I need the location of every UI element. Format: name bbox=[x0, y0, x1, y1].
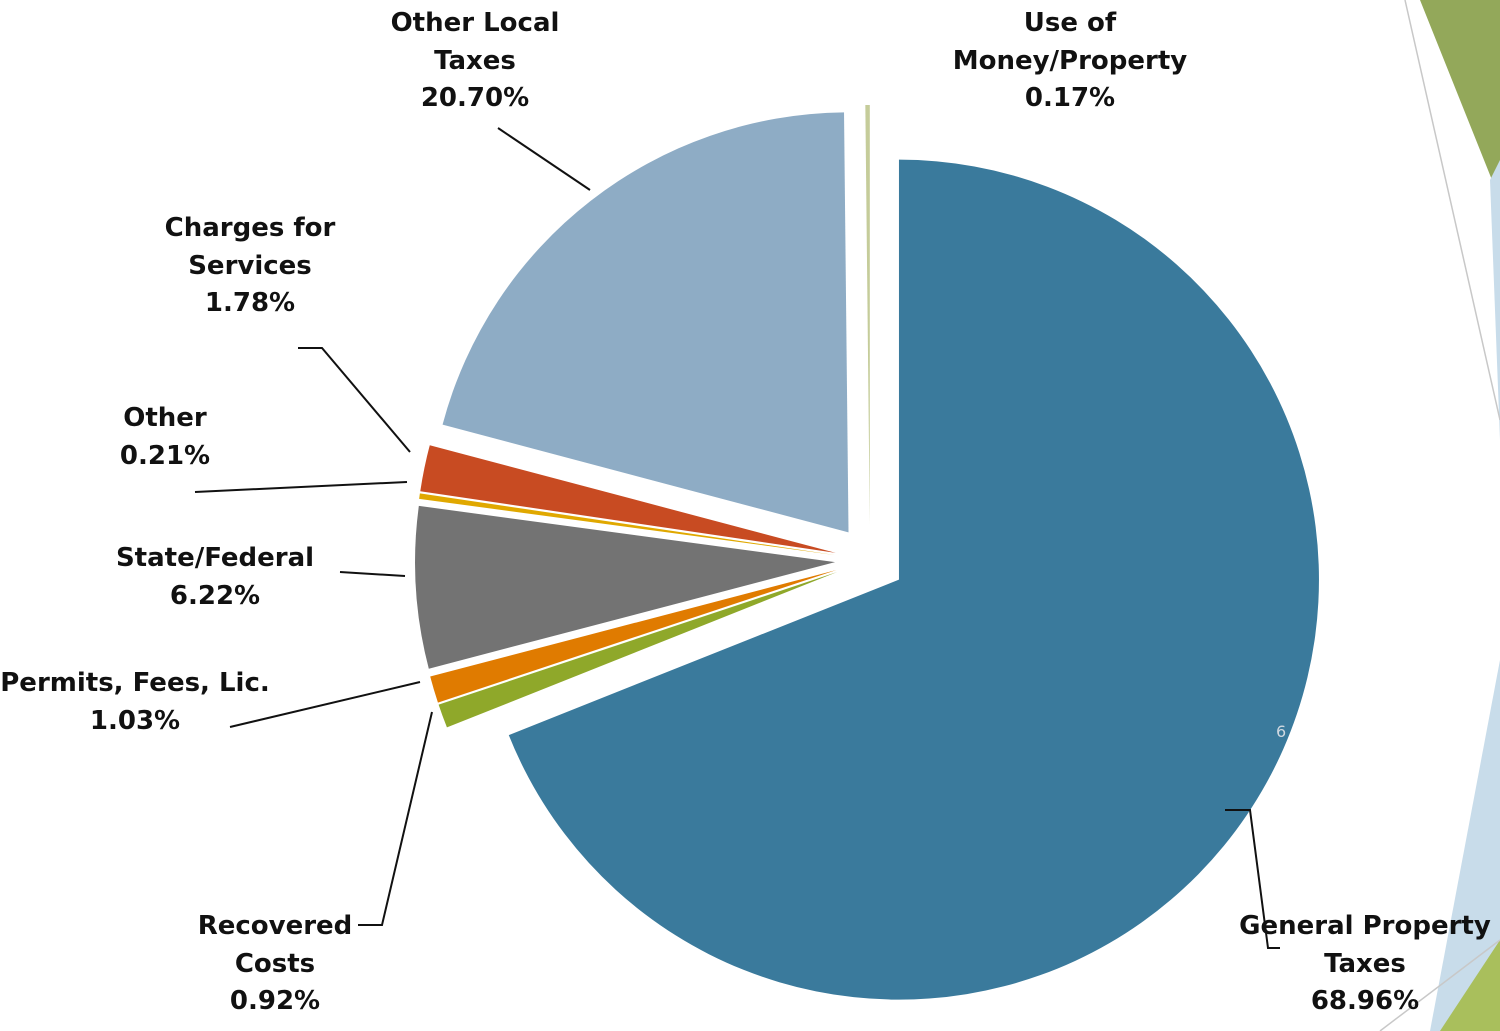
slice-label: Charges for Services 1.78% bbox=[130, 210, 370, 323]
pie-slice bbox=[438, 572, 838, 728]
slice-label: General Property Taxes 68.96% bbox=[1225, 908, 1500, 1021]
category-label: Use of Money/Property bbox=[952, 8, 1188, 76]
value-label: 1.03% bbox=[89, 705, 181, 736]
pie-slice bbox=[419, 493, 836, 556]
decoration bbox=[1379, 0, 1500, 1031]
slice-label: Permits, Fees, Lic. 1.03% bbox=[0, 665, 270, 740]
pie-slice bbox=[508, 159, 1319, 1000]
category-label: Recovered Costs bbox=[197, 911, 353, 979]
category-label: General Property Taxes bbox=[1239, 911, 1491, 979]
slice-label: Other 0.21% bbox=[65, 400, 265, 475]
slice-label: Recovered Costs 0.92% bbox=[175, 908, 375, 1021]
value-label: 0.17% bbox=[1024, 83, 1116, 114]
category-label: State/Federal bbox=[115, 543, 315, 573]
pie-slice bbox=[420, 445, 836, 553]
slice-label: State/Federal 6.22% bbox=[65, 540, 365, 615]
slice-label: Other Local Taxes 20.70% bbox=[360, 5, 590, 118]
value-label: 6.22% bbox=[169, 580, 261, 611]
category-label: Other Local Taxes bbox=[390, 8, 560, 76]
pie-slice bbox=[442, 112, 849, 533]
category-label: Charges for Services bbox=[164, 213, 336, 281]
category-label: Permits, Fees, Lic. bbox=[0, 668, 270, 698]
value-label: 0.21% bbox=[119, 440, 211, 471]
category-label: Other bbox=[123, 403, 207, 433]
value-label: 1.78% bbox=[204, 288, 296, 319]
pie-slice bbox=[415, 505, 836, 669]
pie-slice bbox=[865, 105, 870, 526]
pie-slice bbox=[430, 569, 837, 703]
slice-label: Use of Money/Property 0.17% bbox=[920, 5, 1220, 118]
value-label: 68.96% bbox=[1310, 986, 1420, 1017]
value-label: 0.92% bbox=[229, 986, 321, 1017]
value-label: 20.70% bbox=[420, 83, 530, 114]
leader-lines bbox=[194, 127, 1280, 949]
page-number: 6 bbox=[1276, 722, 1287, 741]
